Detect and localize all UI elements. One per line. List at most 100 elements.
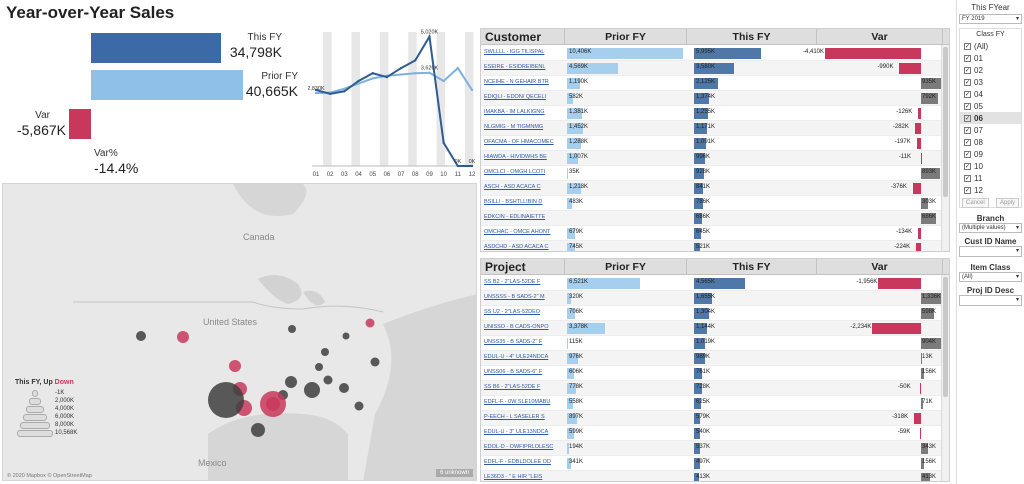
row-name-link[interactable]: BSILLI - BSHTLLIBIN D — [484, 199, 543, 205]
fyear-select[interactable]: FY 2019 — [959, 14, 1022, 24]
prior-fy-bar[interactable] — [567, 198, 573, 209]
series-point[interactable] — [456, 66, 460, 70]
prior-fy-bar[interactable] — [567, 353, 578, 364]
this-fy-bar[interactable] — [694, 138, 707, 149]
row-name-link[interactable]: IMAKBA - IM LALKIGNG — [484, 109, 545, 115]
row-name-link[interactable]: EDKCIN - EDLINAIETTE — [484, 214, 546, 220]
prior-fy-bar[interactable] — [567, 243, 576, 251]
map-bubble[interactable] — [365, 318, 375, 328]
series-point[interactable] — [314, 88, 318, 92]
project-scrollbar[interactable] — [941, 275, 949, 481]
prior-fy-bar[interactable] — [567, 228, 575, 239]
this-fy-bar[interactable] — [694, 213, 702, 224]
table-row[interactable]: LE36D3 - " E HIR "LEIS 413K 413K — [481, 471, 941, 481]
prior-fy-bar[interactable] — [567, 398, 574, 409]
var-bar[interactable] — [921, 168, 941, 179]
checkbox-icon[interactable]: ✓ — [964, 42, 971, 50]
month-option[interactable]: ✓ 12 — [960, 184, 1021, 196]
this-fy-bar[interactable] — [694, 353, 706, 364]
var-bar[interactable] — [921, 213, 936, 224]
row-name-link[interactable]: NCEIHE - N GEHAIR BTR — [484, 79, 549, 85]
map-bubble[interactable] — [304, 382, 320, 398]
this-fy-bar[interactable] — [694, 443, 700, 454]
table-row[interactable]: EDFL-F - 0W SLE10MABU 558K 625K 71K — [481, 396, 941, 411]
map-bubble[interactable] — [354, 401, 364, 411]
prior-fy-bar[interactable] — [567, 138, 582, 149]
unknown-badge[interactable]: 6 unknown — [436, 469, 474, 477]
checkbox-icon[interactable]: ✓ — [964, 90, 971, 98]
series-point[interactable] — [428, 71, 431, 74]
month-option[interactable]: ✓ 03 — [960, 76, 1021, 88]
table-row[interactable]: SWLLLL - IGG TILISPAL 10,406K 5,995K -4,410… — [481, 46, 941, 61]
row-name-link[interactable]: OMCLCI - OMGH LCOTI — [484, 169, 546, 175]
prior-fy-bar[interactable] — [567, 183, 581, 194]
this-fy-bar[interactable] — [91, 33, 221, 63]
this-fy-bar[interactable] — [694, 398, 701, 409]
month-option[interactable]: ✓ 10 — [960, 160, 1021, 172]
this-fy-bar[interactable] — [694, 413, 701, 424]
row-name-link[interactable]: SWLLLL - IGG TILISPAL — [484, 49, 545, 55]
sales-map[interactable]: Canada United States Mexico This FY, Up … — [2, 183, 477, 481]
table-row[interactable]: SS B2 - 2"LAS-52DE F 6,521K 4,565K -1,956K — [481, 276, 941, 291]
prior-fy-bar[interactable] — [567, 78, 581, 89]
var-header[interactable]: Var — [817, 259, 943, 275]
month-option[interactable]: ✓ (All) — [960, 40, 1021, 52]
prior-fy-bar[interactable] — [567, 383, 576, 394]
series-point[interactable] — [314, 91, 318, 95]
prior-fy-bar[interactable] — [567, 123, 584, 134]
this-fy-header[interactable]: This FY — [687, 29, 817, 45]
series-point[interactable] — [399, 66, 403, 70]
table-row[interactable]: OMCHAC - OMCE AHONT 679K 645K -134K — [481, 226, 941, 241]
prior-fy-bar[interactable] — [567, 293, 571, 304]
project-header[interactable]: Project — [481, 259, 565, 275]
table-row[interactable]: ASCH - ASD ACACA C 1,218K 841K -376K — [481, 181, 941, 196]
row-name-link[interactable]: EDFL-F - EDBLDOLEE OD — [484, 459, 551, 465]
table-row[interactable]: EDOL-D - OWFIPRLOLESC 194K 537K 343K — [481, 441, 941, 456]
var-bar[interactable] — [921, 338, 941, 349]
this-fy-bar[interactable] — [694, 108, 708, 119]
prior-fy-bar[interactable] — [567, 108, 583, 119]
series-point[interactable] — [470, 88, 474, 92]
table-row[interactable]: OFACMA - OF HMACOMEC 1,288K 1,091K -197K — [481, 136, 941, 151]
prior-fy-bar[interactable] — [91, 70, 243, 100]
row-name-link[interactable]: EDFL-F - 0W SLE10MABU — [484, 399, 551, 405]
table-row[interactable]: BSILLI - BSHTLLIBIN D 483K 786K 303K — [481, 196, 941, 211]
map-bubble[interactable] — [136, 331, 146, 341]
map-bubble[interactable] — [370, 357, 380, 367]
var-bar[interactable] — [914, 123, 921, 134]
month-option[interactable]: ✓ 02 — [960, 64, 1021, 76]
checkbox-icon[interactable]: ✓ — [964, 126, 971, 134]
prior-fy-bar[interactable] — [567, 48, 683, 59]
var-bar[interactable] — [921, 308, 935, 319]
var-bar[interactable] — [878, 278, 921, 289]
row-name-link[interactable]: EDUL-U - 4" ULE24NDCA — [484, 354, 549, 360]
row-name-link[interactable]: EDIQLI - EDON/ QECELI — [484, 94, 547, 100]
this-fy-bar[interactable] — [694, 473, 699, 481]
var-header[interactable]: Var — [817, 29, 943, 45]
var-bar[interactable] — [919, 383, 921, 394]
map-bubble[interactable] — [208, 382, 244, 418]
series-point[interactable] — [442, 141, 445, 145]
this-fy-bar[interactable] — [694, 278, 745, 289]
var-bar[interactable] — [825, 48, 921, 59]
this-fy-bar[interactable] — [694, 183, 704, 194]
prior-fy-bar[interactable] — [567, 443, 570, 454]
table-row[interactable]: HIAWDA - HIVIDWHS BE 1,007K 996K -11K — [481, 151, 941, 166]
series-point[interactable] — [357, 79, 360, 83]
this-fy-bar[interactable] — [694, 153, 706, 164]
var-bar[interactable] — [921, 458, 925, 469]
row-name-link[interactable]: EDUL-U - 3" ULE13NDCA — [484, 429, 549, 435]
projid-input[interactable] — [959, 295, 1022, 306]
checkbox-icon[interactable]: ✓ — [964, 66, 971, 74]
apply-button[interactable]: Apply — [995, 198, 1019, 208]
series-point[interactable] — [414, 72, 417, 75]
row-name-link[interactable]: LE36D3 - " E HIR "LEIS — [484, 474, 543, 480]
this-fy-bar[interactable] — [694, 383, 703, 394]
row-name-link[interactable]: UNISSO - B CADS-ONPO — [484, 324, 549, 330]
branch-select[interactable]: (Multiple values) — [959, 223, 1022, 233]
this-fy-bar[interactable] — [694, 428, 701, 439]
series-point[interactable] — [371, 77, 374, 80]
row-name-link[interactable]: EDOL-D - OWFIPRLOLESC — [484, 444, 554, 450]
series-point[interactable] — [385, 75, 389, 79]
series-point[interactable] — [357, 82, 360, 85]
